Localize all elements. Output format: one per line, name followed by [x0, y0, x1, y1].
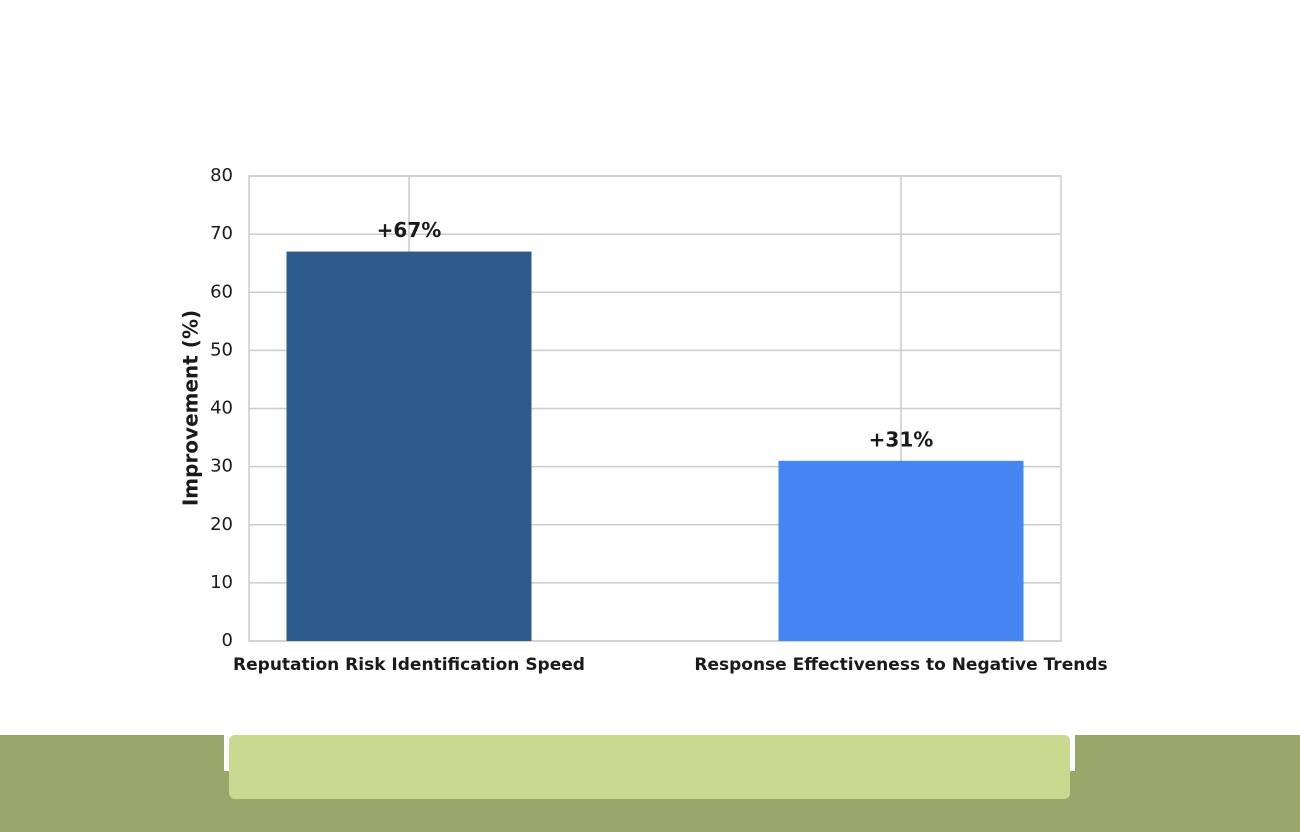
y-axis-label: Improvement (%) [179, 310, 203, 506]
y-tick-label: 40 [210, 398, 233, 419]
y-tick-label: 50 [210, 339, 233, 360]
x-tick-label: Response Effectiveness to Negative Trend… [694, 655, 1107, 675]
y-tick-label: 60 [210, 281, 233, 302]
y-tick-label: 80 [210, 165, 233, 186]
y-tick-label: 20 [210, 514, 233, 535]
bar [778, 460, 1024, 641]
x-tick-label: Reputation Risk Identification Speed [233, 655, 585, 675]
y-tick-label: 0 [222, 630, 233, 651]
data-label: +31% [869, 427, 934, 451]
y-tick-label: 30 [210, 456, 233, 477]
footer-panel [229, 735, 1070, 799]
y-tick-label: 70 [210, 223, 233, 244]
y-tick-label: 10 [210, 572, 233, 593]
plot-frame [248, 175, 1062, 642]
data-label: +67% [377, 218, 442, 242]
bar [286, 251, 532, 641]
